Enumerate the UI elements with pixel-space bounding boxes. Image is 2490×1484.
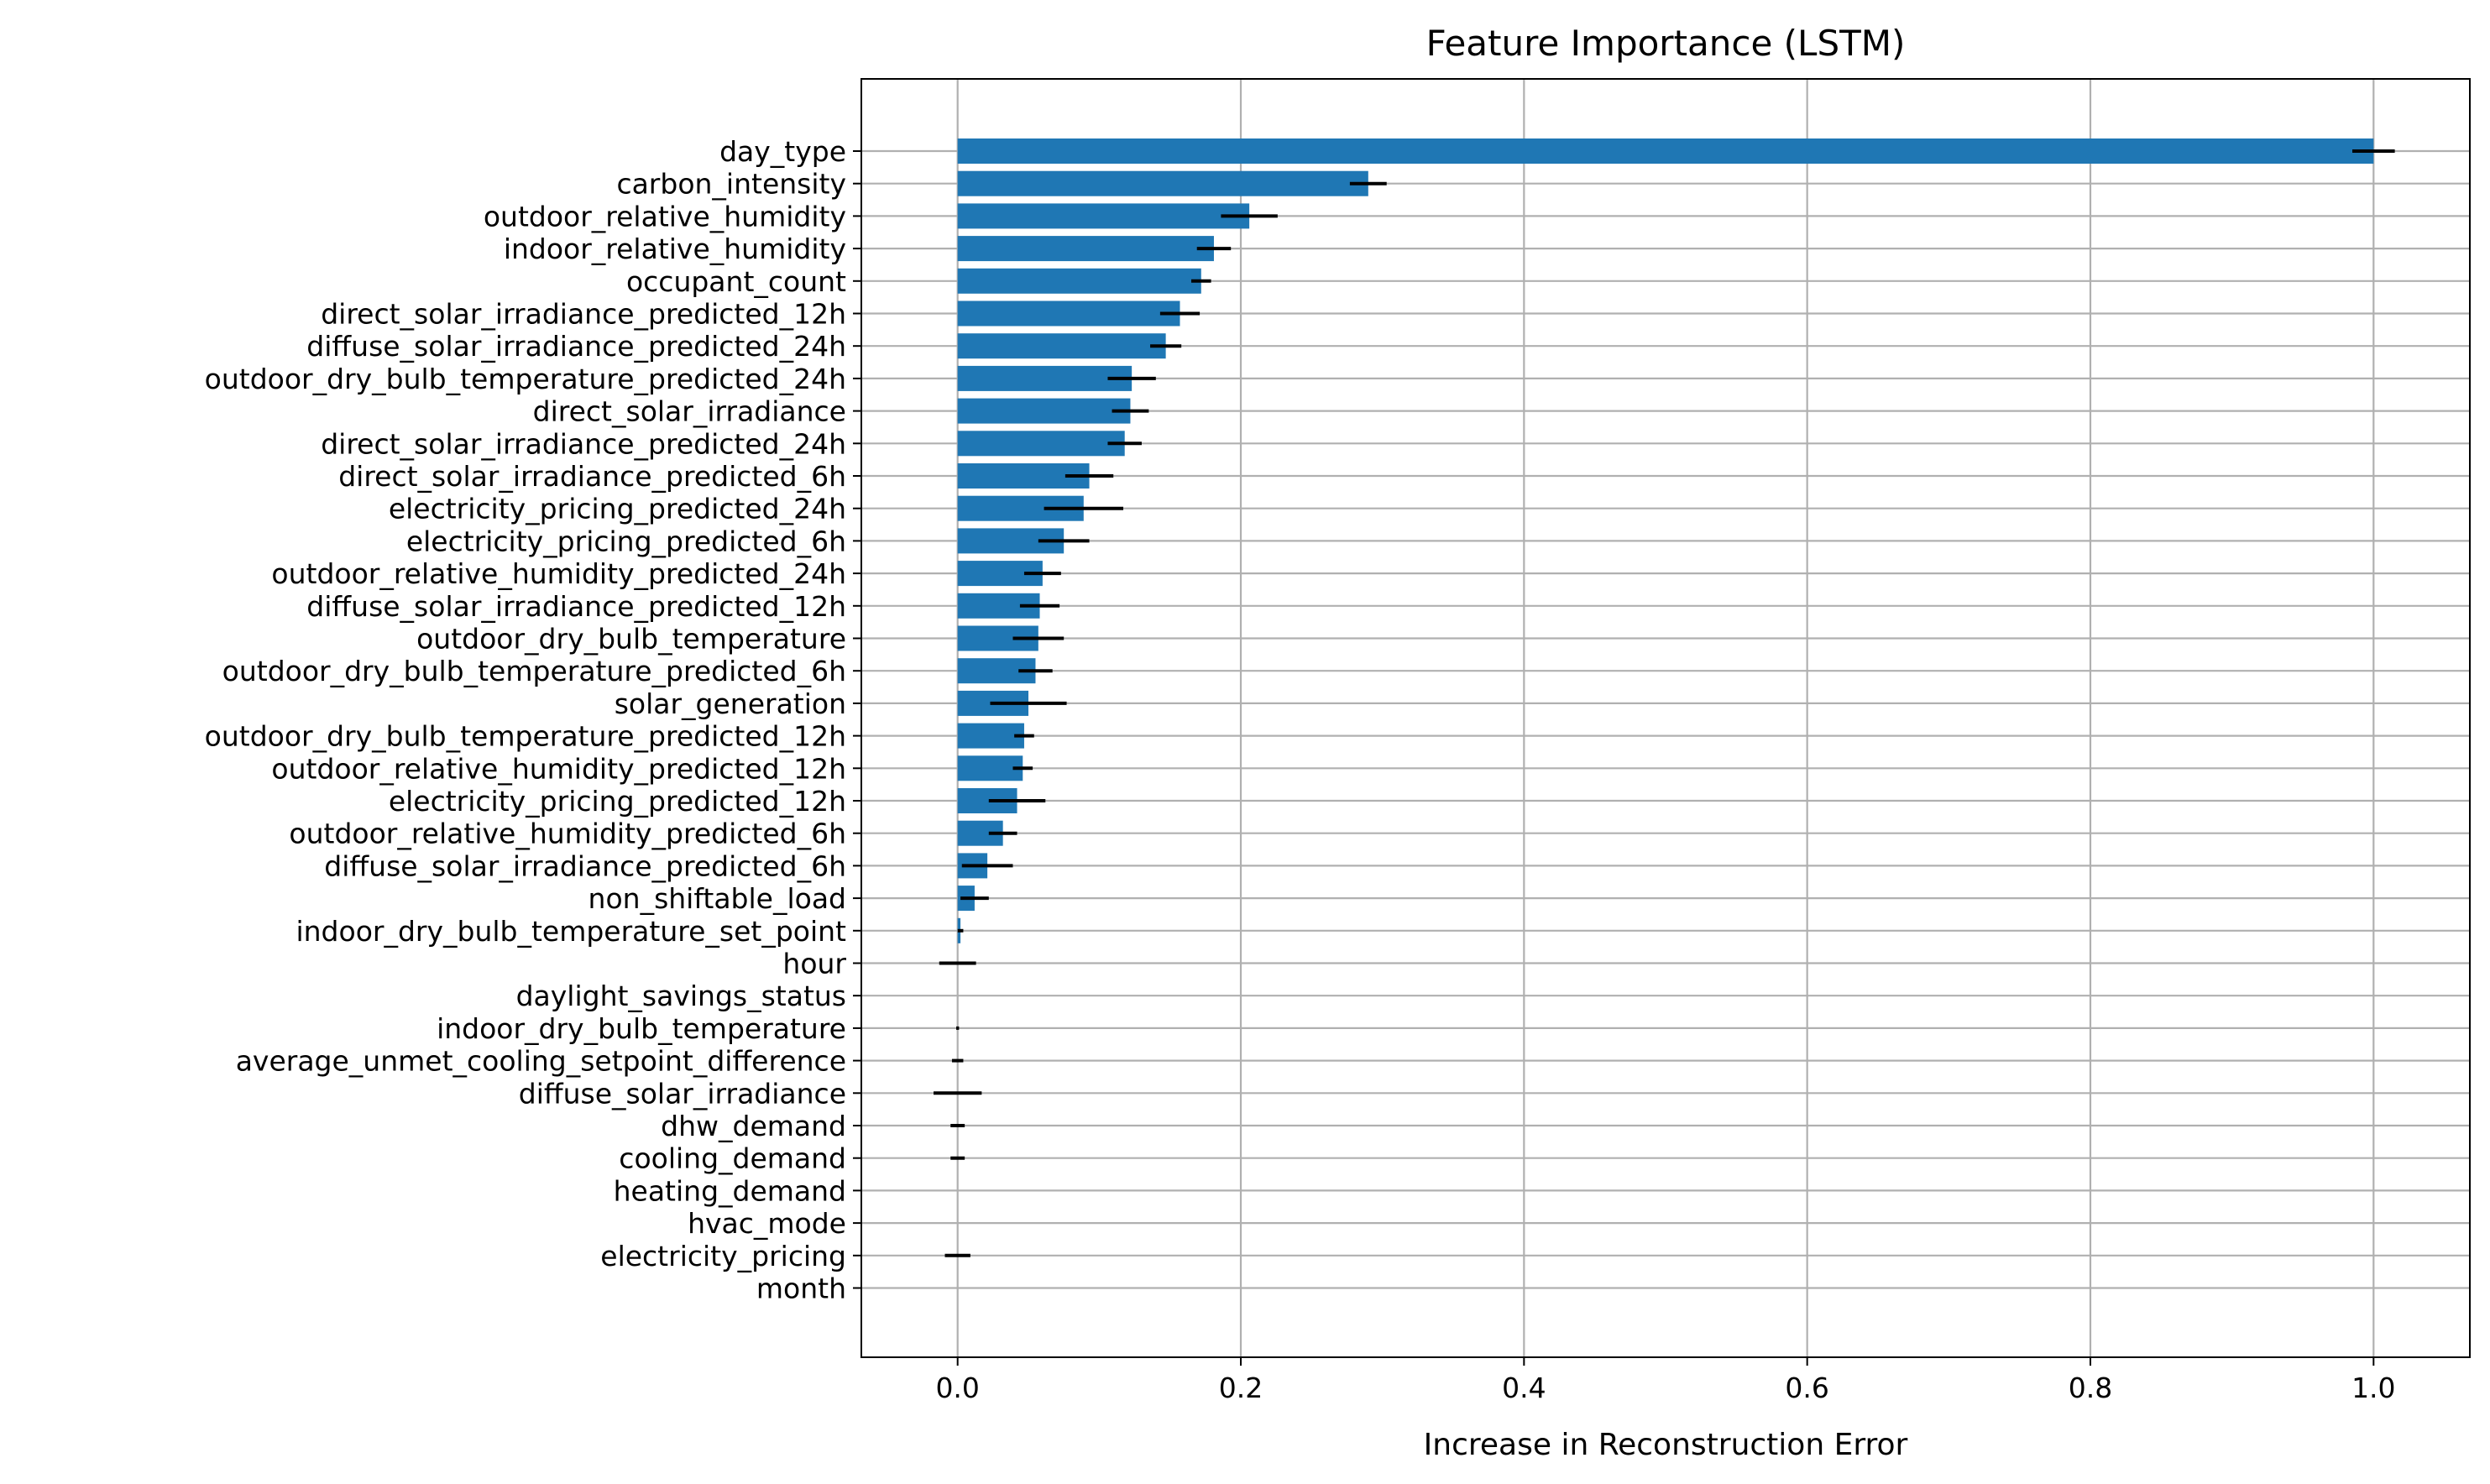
x-tick-label: 0.6 [1785, 1372, 1828, 1404]
y-tick-label: solar_generation [615, 687, 846, 720]
bar [957, 333, 1166, 359]
y-tick-label: electricity_pricing_predicted_12h [389, 785, 846, 818]
y-tick-label: hour [782, 948, 846, 980]
y-tick-label: day_type [719, 135, 846, 168]
y-axis: day_typecarbon_intensityoutdoor_relative… [205, 135, 861, 1305]
x-tick-label: 0.2 [1219, 1372, 1263, 1404]
y-tick-label: outdoor_relative_humidity_predicted_12h [271, 752, 846, 785]
bar [957, 170, 1368, 196]
y-tick-label: outdoor_dry_bulb_temperature_predicted_6… [222, 655, 846, 687]
bar [957, 300, 1180, 327]
axes-frame [861, 78, 2471, 1358]
x-tick-label: 1.0 [2351, 1372, 2395, 1404]
y-tick-label: indoor_relative_humidity [504, 233, 846, 265]
x-axis: 0.0 0.2 0.4 0.6 0.8 1.0 [935, 1357, 2396, 1404]
y-tick-label: daylight_savings_status [516, 980, 846, 1012]
y-tick-label: month [756, 1272, 846, 1305]
y-tick-label: average_unmet_cooling_setpoint_differenc… [236, 1045, 846, 1078]
y-tick-label: outdoor_dry_bulb_temperature_predicted_1… [205, 720, 846, 753]
bar [957, 755, 1023, 781]
chart-title: Feature Importance (LSTM) [1426, 23, 1906, 64]
bar [957, 138, 2374, 164]
error-bars [934, 149, 2395, 1257]
y-tick-label: non_shiftable_load [588, 882, 846, 915]
y-tick-label: carbon_intensity [616, 168, 846, 201]
y-tick-label: occupant_count [626, 265, 846, 298]
y-tick-label: diffuse_solar_irradiance [519, 1077, 846, 1110]
y-tick-label: dhw_demand [661, 1110, 846, 1142]
y-tick-label: diffuse_solar_irradiance_predicted_24h [306, 330, 846, 363]
y-tick-label: electricity_pricing_predicted_24h [389, 493, 846, 525]
bar [957, 431, 1125, 457]
bar [957, 268, 1201, 294]
y-tick-label: direct_solar_irradiance [533, 395, 846, 428]
bar [957, 723, 1024, 749]
y-tick-label: diffuse_solar_irradiance_predicted_12h [306, 590, 846, 623]
bar [957, 365, 1133, 391]
y-tick-label: hvac_mode [688, 1207, 846, 1240]
x-tick-label: 0.4 [1502, 1372, 1546, 1404]
plot-area [861, 78, 2471, 1358]
y-tick-label: cooling_demand [619, 1142, 846, 1175]
bar [957, 203, 1250, 229]
y-tick-label: outdoor_relative_humidity_predicted_24h [271, 557, 846, 590]
bar [957, 236, 1214, 262]
y-tick-label: direct_solar_irradiance_predicted_24h [321, 427, 846, 460]
x-tick-label: 0.8 [2069, 1372, 2112, 1404]
y-tick-label: outdoor_dry_bulb_temperature_predicted_2… [205, 363, 846, 395]
x-tick-label: 0.0 [935, 1372, 979, 1404]
y-tick-label: outdoor_relative_humidity_predicted_6h [289, 818, 846, 850]
y-tick-label: diffuse_solar_irradiance_predicted_6h [324, 849, 846, 882]
y-tick-label: indoor_dry_bulb_temperature_set_point [296, 915, 846, 948]
y-tick-label: electricity_pricing [600, 1240, 846, 1272]
y-tick-label: heating_demand [614, 1174, 846, 1207]
x-axis-label: Increase in Reconstruction Error [1424, 1428, 1908, 1462]
y-tick-label: electricity_pricing_predicted_6h [406, 525, 846, 557]
bar [957, 398, 1131, 424]
y-tick-label: outdoor_relative_humidity [484, 200, 846, 233]
y-tick-label: outdoor_dry_bulb_temperature [416, 623, 846, 656]
y-tick-label: direct_solar_irradiance_predicted_6h [338, 460, 846, 493]
y-tick-label: indoor_dry_bulb_temperature [437, 1012, 846, 1045]
y-tick-label: direct_solar_irradiance_predicted_12h [321, 298, 846, 331]
